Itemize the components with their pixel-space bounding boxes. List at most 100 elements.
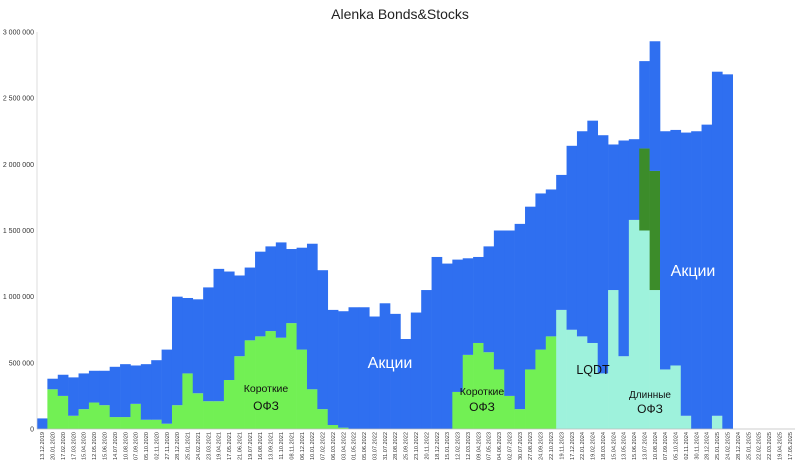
bar-stocks — [317, 270, 329, 410]
annotation-stocks-1: Акции — [368, 355, 413, 372]
x-tick-label: 12.03.2023 — [466, 432, 472, 460]
x-tick-label: 22.01.2024 — [580, 432, 586, 460]
x-tick-label: 15.06.2024 — [632, 432, 638, 460]
bar-short-ofz — [68, 415, 79, 429]
bar-stocks — [296, 247, 308, 350]
x-tick-label: 19.07.2021 — [248, 432, 254, 460]
bar-short-ofz — [525, 369, 536, 429]
x-tick-label: 15.01.2023 — [445, 432, 451, 460]
bar-stocks — [597, 135, 609, 374]
x-tick-label: 28.12.2024 — [705, 432, 711, 460]
x-tick-label: 06.03.2022 — [331, 432, 337, 460]
y-tick-label: 1 000 000 — [3, 294, 34, 301]
bar-stocks — [140, 364, 152, 420]
x-tick-label: 17.05.2021 — [227, 432, 233, 460]
x-tick-label: 11.10.2021 — [279, 432, 285, 460]
x-tick-label: 16.08.2021 — [258, 432, 264, 460]
x-tick-label: 17.12.2023 — [570, 432, 576, 460]
bar-stocks — [722, 74, 733, 429]
bar-short-ofz — [213, 401, 225, 429]
x-tick-label: 13.12.2019 — [40, 432, 46, 460]
bar-short-ofz — [317, 409, 329, 429]
bar-short-ofz — [151, 419, 162, 429]
x-tick-label: 19.11.2023 — [559, 432, 565, 460]
bar-stocks — [234, 275, 245, 357]
x-tick-label: 15.06.2020 — [102, 432, 108, 460]
annotation-short-ofz-2-line1: Короткие — [460, 386, 505, 398]
bar-stocks — [327, 309, 339, 426]
bar-stocks — [711, 71, 723, 416]
x-tick-label: 13.05.2024 — [622, 432, 628, 460]
x-tick-label: 03.04.2022 — [341, 432, 347, 460]
bar-lqdt — [597, 373, 609, 429]
bar-stocks — [576, 131, 588, 337]
x-tick-label: 28.12.2020 — [175, 432, 181, 460]
x-tick-label: 05.10.2020 — [144, 432, 150, 460]
bar-short-ofz — [109, 417, 121, 429]
x-tick-label: 21.06.2021 — [237, 432, 243, 460]
x-tick-label: 09.04.2023 — [476, 432, 482, 460]
bar-lqdt — [576, 336, 588, 429]
y-tick-label: 1 500 000 — [3, 228, 34, 235]
bar-short-ofz — [327, 425, 339, 429]
bar-short-ofz — [286, 323, 297, 429]
bar-stocks — [255, 251, 266, 337]
bar-stocks — [47, 378, 59, 390]
x-tick-label: 30.07.2023 — [518, 432, 524, 460]
bar-short-ofz — [514, 409, 526, 429]
bar-long-ofz — [649, 170, 661, 291]
bar-stocks — [369, 316, 380, 429]
bar-stocks — [525, 206, 536, 370]
x-tick-label: 14.07.2020 — [113, 432, 119, 460]
bar-stocks — [556, 174, 567, 310]
x-tick-label: 22.10.2023 — [549, 432, 555, 460]
bar-stocks — [358, 307, 370, 429]
bar-stocks — [473, 256, 484, 343]
bar-short-ofz — [171, 405, 183, 429]
annotation-short-ofz-1-line1: Короткие — [244, 383, 289, 395]
x-tick-label: 17.05.2025 — [788, 432, 794, 460]
bar-stocks — [120, 364, 131, 418]
bar-stocks — [701, 124, 713, 429]
x-tick-label: 06.12.2021 — [300, 432, 306, 460]
bar-stocks — [306, 243, 318, 390]
x-tick-label: 27.08.2023 — [528, 432, 534, 460]
bar-stocks — [348, 307, 360, 429]
bar-stocks — [223, 271, 235, 381]
bar-stocks — [161, 349, 173, 424]
y-tick-labels: 0 500 000 1 000 000 1 500 000 2 000 000 2 500… — [3, 30, 34, 434]
bar-stocks — [670, 129, 682, 366]
bar-stocks — [587, 120, 599, 343]
y-tick-label: 500 000 — [9, 360, 34, 367]
x-tick-label: 04.06.2023 — [497, 432, 503, 460]
bar-stocks — [649, 41, 661, 171]
bar-stocks — [535, 193, 547, 350]
annotation-lqdt: LQDT — [576, 363, 610, 377]
bar-short-ofz — [161, 423, 173, 429]
bar-stocks — [379, 303, 391, 429]
x-tick-label: 08.11.2021 — [289, 432, 295, 460]
bar-lqdt — [670, 365, 682, 429]
x-tick-label: 25.09.2022 — [404, 432, 410, 460]
bar-lqdt — [618, 356, 630, 429]
x-tick-label: 05.06.2022 — [362, 432, 368, 460]
bar-stocks — [182, 297, 194, 374]
x-tick-label: 17.03.2020 — [71, 432, 77, 460]
y-tick-label: 0 — [30, 427, 34, 434]
y-tick-label: 2 000 000 — [3, 162, 34, 169]
x-tick-label: 13.09.2021 — [269, 432, 275, 460]
bar-short-ofz — [504, 395, 515, 429]
bar-short-ofz — [130, 403, 142, 429]
x-tick-label: 23.03.2021 — [206, 432, 212, 460]
bar-short-ofz — [88, 402, 100, 429]
x-tick-label: 05.10.2024 — [674, 432, 680, 460]
x-tick-label: 02.07.2023 — [507, 432, 513, 460]
bar-stocks — [265, 246, 277, 332]
x-tick-label: 24.02.2021 — [196, 432, 202, 460]
x-tick-label: 20.11.2022 — [424, 432, 430, 460]
bar-stocks — [660, 131, 671, 370]
bar-short-ofz — [182, 373, 194, 429]
bar-stocks — [452, 259, 464, 392]
x-tick-label: 10.01.2022 — [310, 432, 316, 460]
bar-short-ofz — [462, 354, 474, 429]
